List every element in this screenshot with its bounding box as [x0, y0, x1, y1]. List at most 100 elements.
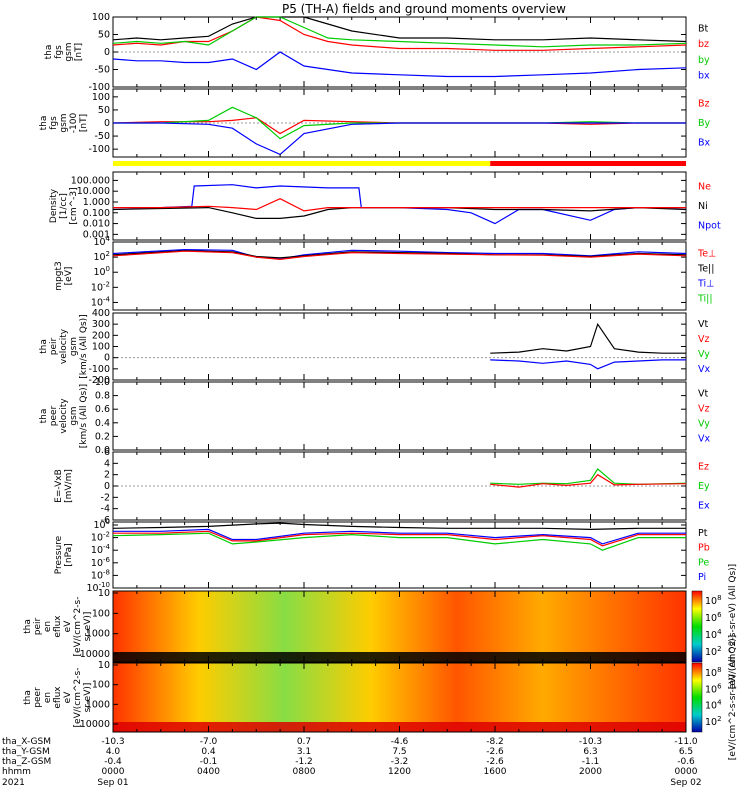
heatmap-field [113, 591, 686, 662]
y-axis-label: gsm [59, 113, 69, 132]
ephemeris-value: 0.4 [201, 747, 216, 757]
panel-1: 100 50 0 -50 -100 Bt bz by bx tha fgs gsm [nT] [44, 12, 710, 93]
ephemeris-value: 0000 [102, 767, 125, 777]
y-tick-label: -100 [88, 364, 110, 375]
y-axis-label: [nPa] [64, 543, 74, 566]
y-axis-label: fgs [49, 116, 59, 130]
panel-frame [112, 312, 687, 381]
y-tick-label: -4 [101, 504, 110, 515]
y-tick-label: 1.0 [95, 377, 110, 388]
mode-segment [113, 161, 491, 166]
ephemeris-value: 1600 [484, 767, 507, 777]
series-bx [113, 122, 686, 156]
legend-pb: Pb [698, 543, 710, 554]
ephemeris-value: -4.6 [391, 737, 409, 747]
y-axis-label: [km/s (All Qs)] [79, 314, 89, 378]
series-by [112, 16, 687, 48]
y-tick-label: 0 [104, 47, 110, 58]
y-tick-label: 1000 [86, 699, 110, 710]
y-axis-label: Pressure [54, 535, 64, 574]
y-tick-label: 10-8 [91, 568, 110, 581]
y-axis-label: mpgt3 [54, 261, 64, 290]
y-tick-label: 10-4 [91, 295, 111, 308]
ephemeris-value: 6.3 [583, 747, 597, 757]
panel-frame [112, 381, 687, 451]
ephemeris-value: -0.1 [200, 757, 218, 767]
y-tick-label: 1000 [86, 629, 110, 640]
legend-ez: Ez [698, 462, 709, 473]
ephemeris-value: -10.3 [101, 737, 124, 747]
y-axis-label: Density [49, 188, 59, 223]
y-axis-label: gsm [69, 337, 79, 356]
y-axis-label: velocity [59, 398, 69, 434]
y-axis-label: velocity [59, 328, 69, 364]
y-axis-label: gsm [69, 406, 79, 425]
legend-ni: Ni [698, 201, 708, 212]
ephemeris-value: -0.4 [104, 757, 122, 767]
legend-ti: Ti|| [697, 294, 713, 305]
legend-by: by [698, 55, 710, 66]
y-tick-label: 0.8 [95, 391, 110, 402]
y-axis-label: peer [33, 687, 43, 708]
y-tick-label: 100.000 [71, 175, 110, 186]
ephemeris-value: Sep 01 [97, 778, 128, 788]
series-ni [112, 206, 687, 219]
y-tick-label: -100 [88, 82, 110, 93]
y-axis-label: peir [49, 337, 59, 355]
ephemeris-value: -2.6 [486, 747, 504, 757]
y-axis-label: sr-eV)] [83, 612, 93, 642]
ephemeris-value: 0800 [293, 767, 316, 777]
legend-te: Te|| [697, 263, 714, 274]
ephemeris-value: 4.0 [106, 747, 121, 757]
y-tick-label: 0 [104, 118, 110, 129]
y-tick-label: 50 [98, 105, 110, 116]
legend-vt: Vt [698, 319, 708, 330]
legend-te: Te⊥ [697, 248, 716, 259]
y-tick-label: 300 [92, 319, 110, 330]
ephemeris-value: 6.5 [679, 747, 693, 757]
ephemeris-value: -10.3 [579, 737, 602, 747]
colorbar [691, 662, 703, 733]
y-tick-label: 0 [104, 481, 110, 492]
ephemeris-value: -1.2 [295, 757, 313, 767]
series-pt [112, 522, 686, 531]
panel-5: 104 102 100 10-2 10-4 Te⊥ Te|| Ti⊥ Ti|| mpgt3 [eV] [54, 235, 716, 311]
legend-pt: Pt [698, 528, 708, 539]
y-tick-label: 0.100 [83, 208, 110, 219]
y-axis-label: tha [23, 619, 33, 634]
y-axis-label: E=-VxB [54, 469, 64, 503]
y-tick-label: 10.000 [77, 186, 110, 197]
y-tick-label: 50 [98, 30, 110, 41]
colorbar-tick-label: 108 [705, 666, 722, 679]
legend-vy: Vy [698, 419, 710, 430]
ephemeris-value: -7.0 [200, 737, 218, 747]
series-vt [490, 322, 686, 354]
y-tick-label: 2 [104, 470, 110, 481]
y-tick-label: 10-6 [91, 556, 111, 569]
y-tick-label: 102 [93, 250, 110, 263]
y-tick-label: 10000 [80, 649, 110, 660]
legend-pe: Pe [698, 557, 709, 568]
y-tick-label: 100 [92, 92, 110, 103]
series-bx [112, 51, 687, 78]
colorbar-tick-label: 102 [705, 715, 722, 728]
legend-bt: Bt [698, 24, 709, 35]
y-tick-label: -2 [101, 492, 110, 503]
series-ey [490, 468, 687, 485]
panel-7: 1.0 0.8 0.6 0.4 0.2 0.0 Vt Vz Vy Vx tha peer velocit… [39, 377, 710, 456]
ephemeris-value: -2.6 [486, 757, 504, 767]
y-axis-label: eV [63, 620, 73, 633]
y-axis-label: [eV/(cm^2-s- [73, 597, 83, 657]
panel-3 [113, 161, 686, 166]
y-tick-label: 200 [92, 330, 110, 341]
y-tick-label: 10000 [80, 719, 110, 730]
legend-ey: Ey [698, 481, 710, 492]
colorbar-tick-label: 104 [705, 628, 722, 641]
y-axis-label: tha [39, 116, 49, 131]
ephemeris-label: tha_Z-GSM [2, 757, 51, 767]
legend-bz: Bz [698, 99, 710, 110]
